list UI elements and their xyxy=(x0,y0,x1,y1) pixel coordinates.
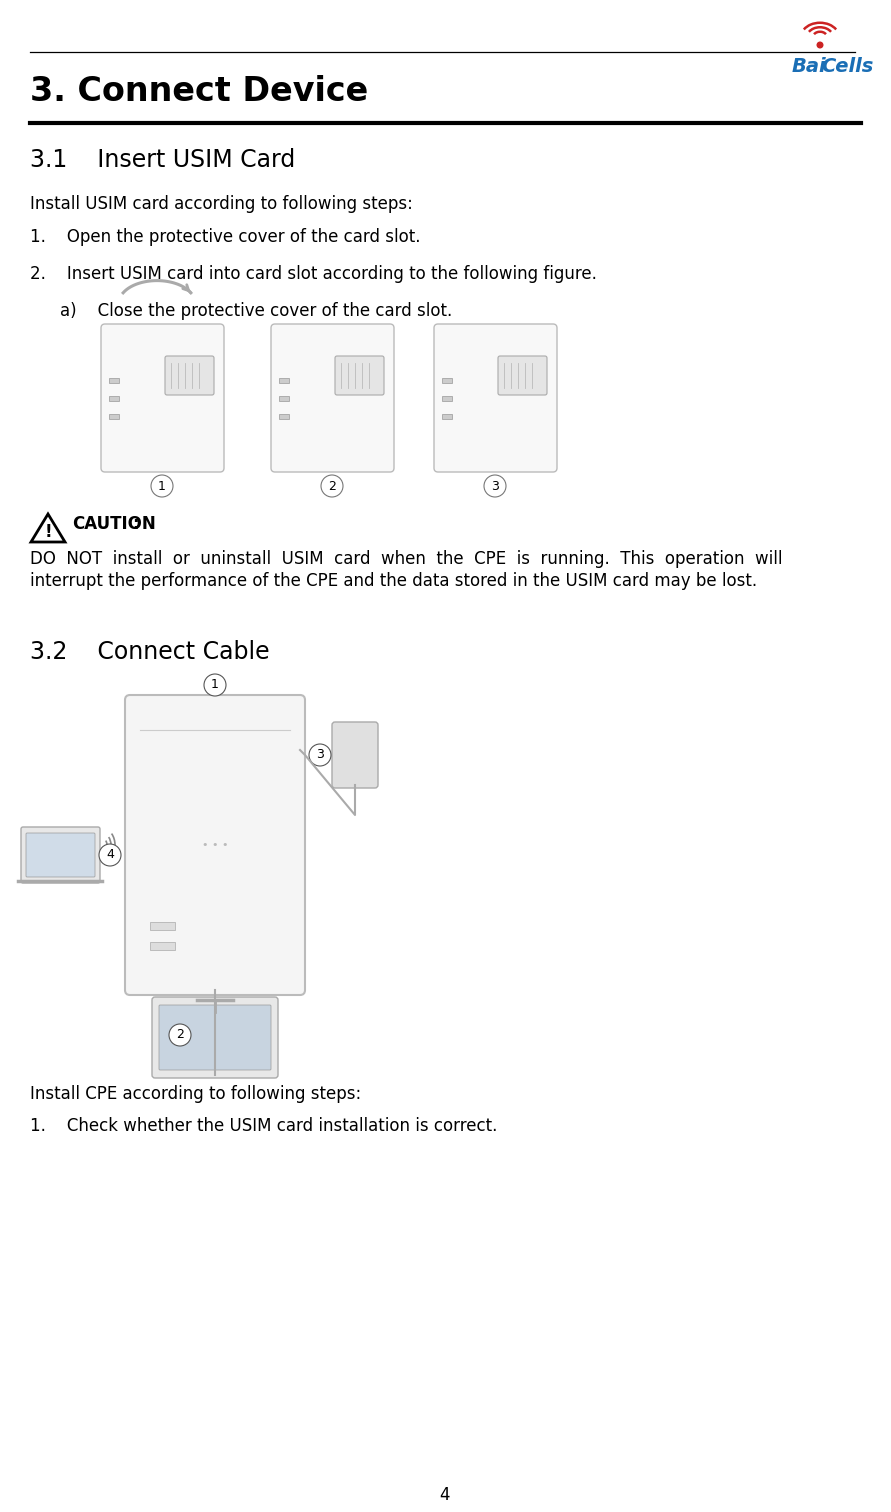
Circle shape xyxy=(169,1024,191,1046)
FancyBboxPatch shape xyxy=(332,723,378,788)
Text: 2: 2 xyxy=(328,479,336,493)
Bar xyxy=(109,414,119,419)
Circle shape xyxy=(817,42,822,48)
Circle shape xyxy=(151,475,173,497)
Text: • • •: • • • xyxy=(201,841,228,850)
Text: interrupt the performance of the CPE and the data stored in the USIM card may be: interrupt the performance of the CPE and… xyxy=(30,572,757,590)
Bar xyxy=(279,396,289,401)
Text: 3. Connect Device: 3. Connect Device xyxy=(30,76,368,107)
Bar xyxy=(442,378,452,383)
Text: !: ! xyxy=(45,523,52,541)
Bar xyxy=(279,414,289,419)
Bar xyxy=(109,378,119,383)
Bar xyxy=(150,922,175,930)
Circle shape xyxy=(204,674,226,696)
FancyBboxPatch shape xyxy=(26,833,95,877)
FancyBboxPatch shape xyxy=(165,355,214,395)
Bar xyxy=(442,414,452,419)
Circle shape xyxy=(484,475,506,497)
FancyBboxPatch shape xyxy=(271,324,394,472)
Bar xyxy=(279,378,289,383)
Bar xyxy=(109,396,119,401)
Circle shape xyxy=(309,744,331,767)
FancyBboxPatch shape xyxy=(335,355,384,395)
Circle shape xyxy=(321,475,343,497)
FancyBboxPatch shape xyxy=(125,696,305,995)
Text: 4: 4 xyxy=(440,1486,450,1504)
Text: 3: 3 xyxy=(491,479,499,493)
Text: a)    Close the protective cover of the card slot.: a) Close the protective cover of the car… xyxy=(60,302,453,321)
Text: 1.    Check whether the USIM card installation is correct.: 1. Check whether the USIM card installat… xyxy=(30,1117,497,1136)
Text: DO  NOT  install  or  uninstall  USIM  card  when  the  CPE  is  running.  This : DO NOT install or uninstall USIM card wh… xyxy=(30,550,782,569)
FancyBboxPatch shape xyxy=(21,827,100,883)
Text: 1.    Open the protective cover of the card slot.: 1. Open the protective cover of the card… xyxy=(30,228,421,246)
FancyBboxPatch shape xyxy=(152,996,278,1078)
Text: Bai: Bai xyxy=(792,57,827,76)
Bar xyxy=(442,396,452,401)
Text: 3: 3 xyxy=(316,748,324,762)
Circle shape xyxy=(99,844,121,866)
Text: Install USIM card according to following steps:: Install USIM card according to following… xyxy=(30,195,413,213)
Text: 2.    Insert USIM card into card slot according to the following figure.: 2. Insert USIM card into card slot accor… xyxy=(30,265,597,283)
Text: 2: 2 xyxy=(176,1028,184,1042)
Text: 4: 4 xyxy=(106,848,114,862)
FancyBboxPatch shape xyxy=(498,355,547,395)
Text: 3.1    Insert USIM Card: 3.1 Insert USIM Card xyxy=(30,148,295,172)
Text: Cells: Cells xyxy=(821,57,873,76)
Text: :: : xyxy=(132,516,139,534)
Text: 3.2    Connect Cable: 3.2 Connect Cable xyxy=(30,640,270,664)
Bar xyxy=(150,942,175,950)
FancyBboxPatch shape xyxy=(159,1005,271,1070)
Text: CAUTION: CAUTION xyxy=(72,516,156,534)
FancyBboxPatch shape xyxy=(434,324,557,472)
Text: 1: 1 xyxy=(158,479,166,493)
Text: 1: 1 xyxy=(211,679,219,691)
Text: Install CPE according to following steps:: Install CPE according to following steps… xyxy=(30,1086,361,1102)
FancyBboxPatch shape xyxy=(101,324,224,472)
